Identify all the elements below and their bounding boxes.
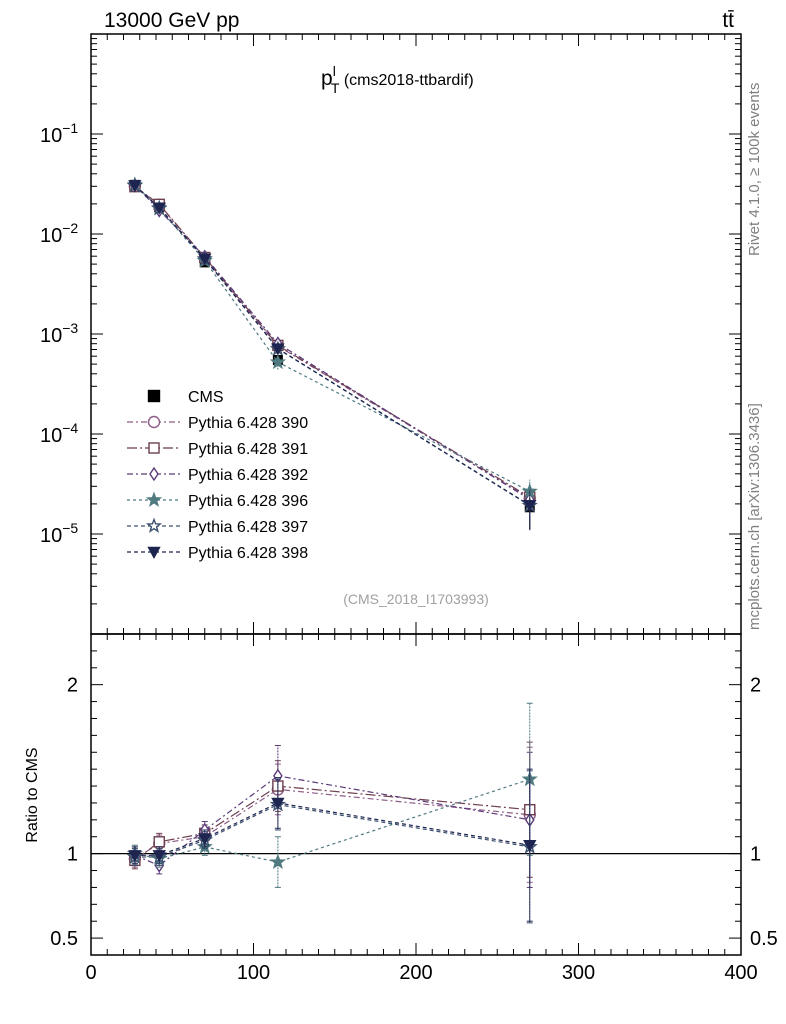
y-tick-label-base: 10 [40,525,62,547]
series-point [152,202,166,215]
rivet-version-label: Rivet 4.1.0, ≥ 100k events [746,82,763,256]
legend-label: Pythia 6.428 390 [188,415,308,432]
process-label: tt̄ [722,9,734,32]
y-tick-label-exp: −3 [62,320,78,336]
plot-title: pl T (cms2018-ttbardif) [321,63,474,96]
ratio-tick-label: 1 [67,844,78,866]
y-tick-label: 10−1 [40,120,78,147]
ratio-line [134,788,530,860]
ratio-line [134,775,530,867]
legend-label: Pythia 6.428 391 [188,441,308,458]
legend-label: Pythia 6.428 397 [188,519,308,536]
main-panel-decor: 10−110−210−310−410−5 [40,33,742,635]
main-frame [90,33,742,635]
ratio-frame [90,633,742,956]
legend: CMS Pythia 6.428 390 Pythia 6.428 391 Pythi… [127,389,308,562]
ratio-point [271,797,285,810]
x-tick-label: 100 [237,962,270,984]
y-tick-label: 10−5 [40,520,78,547]
y-tick-label-exp: −5 [62,520,78,536]
ratio-point [153,836,165,848]
x-tick-label: 200 [399,962,432,984]
legend-label-cms: CMS [188,389,224,406]
plot-title-suffix: (cms2018-ttbardif) [339,72,473,89]
legend-marker [145,517,163,533]
analysis-label: (CMS_2018_I1703993) [343,591,489,607]
y-tick-label-base: 10 [40,225,62,247]
legend-marker [148,442,160,454]
ratio-tick-label-right: 2 [750,675,761,697]
plot-title-main: p [321,67,333,90]
ratio-axis-label: Ratio to CMS [24,747,41,842]
series-point [128,180,142,193]
ratio-line [134,802,530,856]
series-point [269,353,286,370]
ratio-tick-label: 0.5 [50,928,78,950]
legend-marker [147,546,161,559]
y-tick-label-base: 10 [40,425,62,447]
ratio-tick-label: 2 [67,675,78,697]
series-point [198,253,212,266]
legend-marker [149,466,159,482]
ratio-point [198,833,212,846]
ratio-point [269,853,286,869]
plot-title-sub: T [331,80,340,96]
x-tick-label: 300 [562,962,595,984]
y-tick-label: 10−2 [40,220,78,247]
series-layer [126,176,538,924]
series-point [271,343,285,356]
legend-label: Pythia 6.428 398 [188,545,308,562]
y-tick-label-exp: −4 [62,420,78,436]
legend-marker [145,491,163,507]
x-tick-label: 400 [724,962,757,984]
y-tick-label-base: 10 [40,325,62,347]
ratio-point [128,850,142,863]
y-tick-label-base: 10 [40,125,62,147]
series-point [523,499,537,513]
series-398 [128,180,537,922]
y-tick-label-exp: −1 [62,120,78,136]
ratio-point [523,839,537,853]
ratio-panel-decor: 0 100 200 300 400 0.5 0.5 1 1 2 2 [50,633,778,984]
y-tick-label: 10−3 [40,320,78,347]
mcplots-url-label: mcplots.cern.ch [arXiv:1306.3436] [746,403,763,630]
legend-label: Pythia 6.428 392 [188,467,308,484]
ratio-point [152,850,166,863]
y-tick-label-exp: −2 [62,220,78,236]
legend-marker-cms [147,389,161,403]
plot-title-sup: l [333,63,336,79]
ratio-tick-label-right: 1 [750,844,761,866]
energy-label: 13000 GeV pp [104,9,239,32]
legend-marker [147,415,161,429]
x-tick-label: 0 [85,962,96,984]
legend-label: Pythia 6.428 396 [188,493,308,510]
y-tick-label: 10−4 [40,420,78,447]
ratio-tick-label-right: 0.5 [750,928,778,950]
ratio-line [134,778,530,863]
